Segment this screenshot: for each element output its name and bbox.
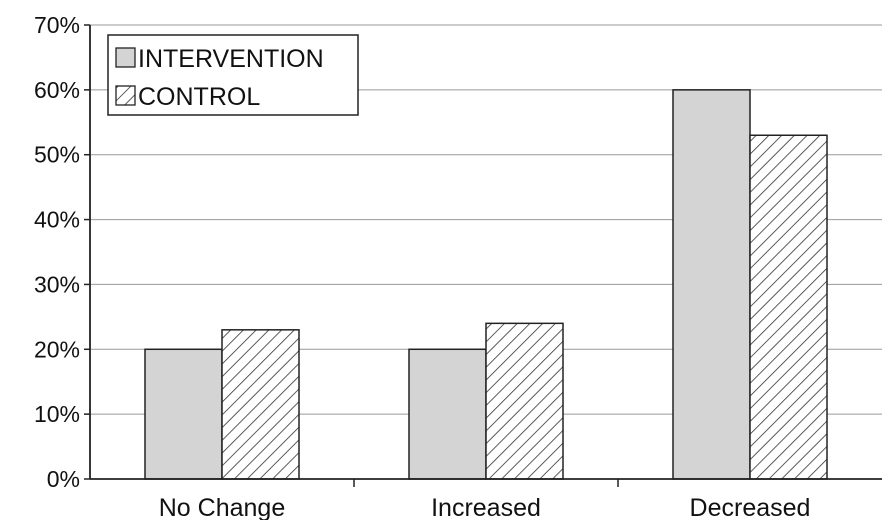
bar-control <box>485 322 564 480</box>
legend: INTERVENTION CONTROL <box>107 34 359 116</box>
axes <box>84 24 882 487</box>
bar-control <box>749 134 828 480</box>
y-tick-label: 40% <box>34 207 80 233</box>
y-tick-label: 0% <box>47 466 80 492</box>
legend-swatch-control <box>115 85 136 106</box>
x-category-label: Decreased <box>690 494 811 520</box>
legend-box <box>107 34 359 116</box>
axis-labels: 0% 10% 20% 30% 40% 50% 60% 70% No Change Increase… <box>34 12 811 520</box>
y-tick-label: 70% <box>34 12 80 38</box>
y-tick-label: 10% <box>34 401 80 427</box>
y-tick-label: 60% <box>34 77 80 103</box>
bar-intervention <box>144 348 223 480</box>
legend-swatch-intervention <box>115 47 136 68</box>
legend-label-intervention: INTERVENTION <box>138 45 324 73</box>
legend-label-control: CONTROL <box>138 83 260 111</box>
x-category-label: No Change <box>159 494 285 520</box>
bar-intervention <box>408 348 487 480</box>
y-tick-label: 50% <box>34 142 80 168</box>
bars <box>144 89 828 480</box>
bar-control <box>221 329 300 480</box>
x-category-label: Increased <box>431 494 541 520</box>
y-tick-label: 20% <box>34 336 80 362</box>
bar-intervention <box>672 89 751 480</box>
y-tick-label: 30% <box>34 271 80 297</box>
